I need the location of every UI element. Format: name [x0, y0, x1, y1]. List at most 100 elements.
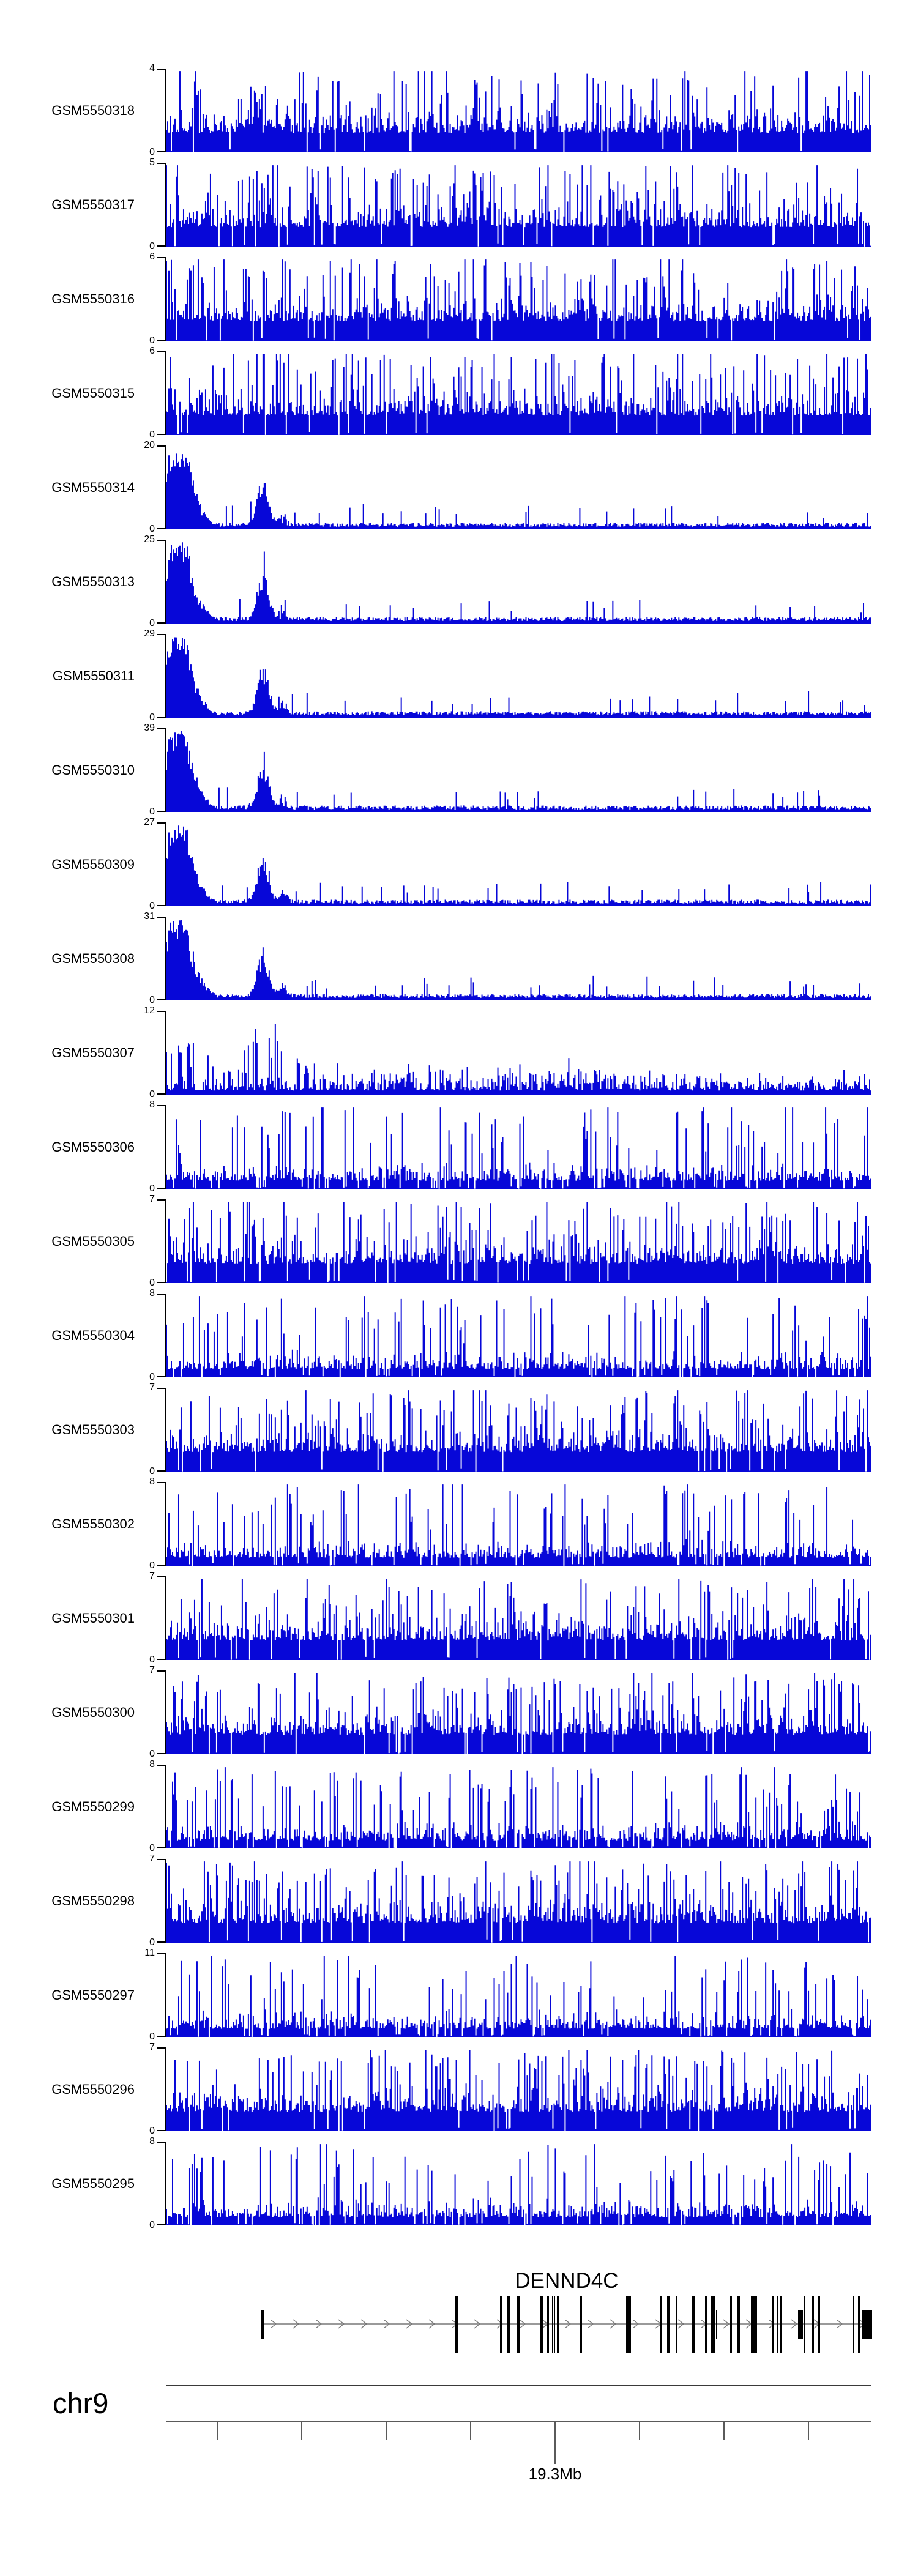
- y-axis-max-label: 7: [149, 2042, 155, 2052]
- axis-minor-tick: [386, 2421, 387, 2440]
- y-axis-line: [165, 1859, 166, 1943]
- coverage-track-row: GSM5550298 7 0: [0, 1853, 918, 1948]
- strand-arrow-icon: [587, 2319, 594, 2329]
- axis-minor-tick: [723, 2421, 725, 2440]
- y-axis-zero-label: 0: [149, 430, 155, 440]
- y-axis-top-tick: [157, 1388, 165, 1389]
- y-axis-zero-label: 0: [149, 995, 155, 1005]
- exon-box: [507, 2296, 510, 2353]
- sample-label: GSM5550302: [51, 1516, 135, 1532]
- y-axis-line: [165, 1105, 166, 1189]
- y-axis-bottom-tick: [157, 1282, 165, 1283]
- exon-box: [716, 2310, 717, 2339]
- sample-label: GSM5550296: [51, 2081, 135, 2097]
- strand-arrow-icon: [632, 2319, 640, 2329]
- coverage-histogram: [166, 1202, 871, 1283]
- sample-label: GSM5550304: [51, 1327, 135, 1343]
- y-axis-top-tick: [157, 1576, 165, 1577]
- exon-box: [540, 2296, 543, 2353]
- y-axis-bottom-tick: [157, 434, 165, 435]
- y-axis-max-label: 29: [144, 628, 155, 639]
- axis-major-tick: [554, 2421, 556, 2464]
- sample-label: GSM5550300: [51, 1704, 135, 1720]
- y-axis-bottom-tick: [157, 999, 165, 1000]
- coverage-track-row: GSM5550303 7 0: [0, 1382, 918, 1476]
- exon-box: [660, 2296, 662, 2353]
- y-axis-line: [165, 163, 166, 247]
- y-axis-zero-label: 0: [149, 1843, 155, 1853]
- y-axis-bottom-tick: [157, 2224, 165, 2225]
- y-axis-line: [165, 1011, 166, 1095]
- exon-box: [780, 2296, 782, 2353]
- sample-label: GSM5550311: [52, 668, 135, 683]
- coverage-histogram: [166, 71, 871, 152]
- y-axis-bottom-tick: [157, 622, 165, 624]
- y-axis-max-label: 5: [149, 157, 155, 168]
- strand-arrow-icon: [474, 2319, 481, 2329]
- strand-arrow-icon: [428, 2319, 436, 2329]
- coverage-track-row: GSM5550300 7 0: [0, 1665, 918, 1759]
- y-axis-bottom-tick: [157, 811, 165, 812]
- coverage-histogram: [166, 1024, 871, 1095]
- y-axis-zero-label: 0: [149, 806, 155, 817]
- coverage-histogram: [166, 2050, 871, 2131]
- y-axis-zero-label: 0: [149, 1278, 155, 1288]
- sample-label: GSM5550313: [51, 573, 135, 589]
- coverage-histogram: [166, 259, 871, 341]
- y-axis-top-tick: [157, 1482, 165, 1483]
- coverage-track-row: GSM5550311 29 0: [0, 628, 918, 723]
- exon-box: [455, 2296, 458, 2353]
- sample-label: GSM5550315: [51, 385, 135, 401]
- exon-box: [261, 2310, 264, 2339]
- y-axis-zero-label: 0: [149, 1183, 155, 1194]
- exon-box: [705, 2296, 707, 2353]
- chromosome-label: chr9: [53, 2387, 109, 2419]
- y-axis-max-label: 7: [149, 1853, 155, 1864]
- y-axis-max-label: 31: [144, 911, 155, 921]
- sample-label: GSM5550301: [51, 1610, 135, 1626]
- y-axis-line: [165, 1388, 166, 1472]
- coverage-track-row: GSM5550313 25 0: [0, 534, 918, 628]
- y-axis-bottom-tick: [157, 1188, 165, 1189]
- y-axis-bottom-tick: [157, 340, 165, 341]
- y-axis-zero-label: 0: [149, 241, 155, 251]
- sample-label: GSM5550316: [51, 291, 135, 307]
- y-axis-zero-label: 0: [149, 1560, 155, 1571]
- coverage-histogram: [166, 354, 871, 435]
- strand-arrow-icon: [338, 2319, 345, 2329]
- exon-box: [692, 2296, 695, 2353]
- exon-box: [812, 2296, 814, 2353]
- sample-label: GSM5550318: [51, 102, 135, 118]
- coverage-histogram: [166, 542, 871, 624]
- exon-box: [772, 2296, 774, 2353]
- sample-label: GSM5550317: [51, 196, 135, 212]
- y-axis-max-label: 6: [149, 346, 155, 356]
- y-axis-top-tick: [157, 1105, 165, 1106]
- y-axis-zero-label: 0: [149, 1372, 155, 1382]
- sample-label: GSM5550310: [51, 762, 135, 778]
- y-axis-zero-label: 0: [149, 618, 155, 628]
- coverage-histogram: [166, 825, 871, 906]
- sample-label: GSM5550305: [51, 1233, 135, 1249]
- coverage-track-row: GSM5550314 20 0: [0, 440, 918, 534]
- axis-minor-tick: [470, 2421, 471, 2440]
- y-axis-line: [165, 351, 166, 435]
- exon-box: [547, 2296, 549, 2353]
- exon-box: [853, 2296, 854, 2353]
- exon-box: [804, 2296, 805, 2353]
- y-axis-line: [165, 2047, 166, 2131]
- y-axis-line: [165, 69, 166, 152]
- sample-label: GSM5550299: [51, 1798, 135, 1814]
- y-axis-bottom-tick: [157, 1376, 165, 1377]
- coverage-histogram: [166, 637, 871, 718]
- sample-label: GSM5550303: [51, 1421, 135, 1437]
- y-axis-max-label: 8: [149, 1288, 155, 1298]
- strand-arrow-icon: [383, 2319, 390, 2329]
- y-axis-zero-label: 0: [149, 901, 155, 911]
- y-axis-top-tick: [157, 2142, 165, 2143]
- y-axis-zero-label: 0: [149, 1749, 155, 1759]
- strand-arrow-icon: [677, 2319, 685, 2329]
- y-axis-max-label: 27: [144, 817, 155, 827]
- y-axis-bottom-tick: [157, 1753, 165, 1754]
- y-axis-max-label: 20: [144, 440, 155, 450]
